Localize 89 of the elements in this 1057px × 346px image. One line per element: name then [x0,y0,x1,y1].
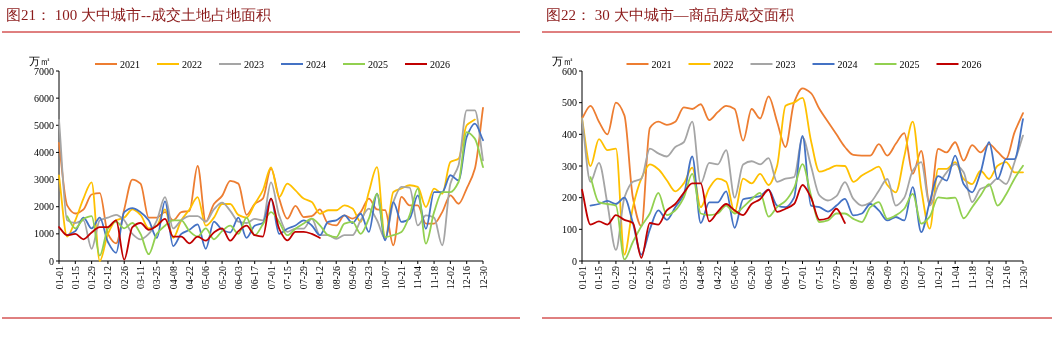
legend-label: 2025 [899,58,920,70]
legend-label: 2026 [961,58,982,70]
x-tick-label: 03-11 [661,266,673,289]
y-tick-label: 600 [562,65,577,77]
legend-label: 2022 [713,58,734,70]
legend-label: 2024 [837,58,858,70]
x-tick-label: 04-22 [183,266,195,290]
x-tick-label: 06-17 [249,266,261,290]
x-tick-label: 10-07 [915,266,927,290]
x-tick-label: 10-21 [932,266,944,290]
x-tick-label: 02-26 [644,266,656,290]
x-tick-label: 12-16 [461,266,473,290]
x-tick-label: 04-08 [167,266,179,290]
x-tick-label: 12-02 [983,266,995,290]
x-tick-label: 06-17 [780,266,792,290]
x-tick-label: 01-15 [593,266,605,290]
line-series [581,182,846,259]
x-tick-label: 05-06 [729,266,741,290]
legend-label: 2023 [775,58,796,70]
x-tick-label: 12-30 [477,266,489,290]
x-tick-label: 04-22 [712,266,724,290]
x-tick-label: 04-08 [695,266,707,290]
legend-label: 2021 [651,58,672,70]
x-tick-label: 07-15 [281,266,293,290]
x-tick-label: 09-09 [881,266,893,290]
y-axis-title: 万㎡ [552,55,574,67]
x-tick-label: 09-23 [898,266,910,290]
x-tick-label: 07-01 [797,266,808,290]
x-tick-label: 08-12 [314,266,326,290]
x-tick-label: 07-01 [265,266,277,290]
x-tick-label: 05-20 [216,266,228,290]
x-tick-label: 08-26 [330,266,342,290]
y-tick-label: 100 [562,223,577,235]
x-tick-label: 01-29 [86,266,98,290]
y-tick-label: 200 [562,192,577,204]
x-tick-label: 05-20 [746,266,758,290]
x-tick-label: 05-06 [200,266,212,290]
line-series [589,163,1024,261]
x-tick-label: 12-16 [1000,266,1012,290]
x-tick-label: 08-12 [847,266,859,290]
x-tick-label: 07-15 [813,266,825,290]
y-tick-label: 500 [562,97,577,109]
chart-title: 图22： 30 大中城市—商品房成交面积 [546,7,794,23]
x-tick-label: 09-09 [347,266,359,290]
x-tick-label: 10-21 [395,266,407,290]
x-tick-label: 10-07 [379,266,391,290]
x-tick-label: 01-29 [610,266,622,290]
y-tick-label: 400 [562,128,577,140]
y-tick-label: 4000 [34,146,54,158]
y-tick-label: 0 [49,255,54,267]
x-tick-label: 08-26 [864,266,876,290]
x-tick-label: 11-18 [966,266,978,289]
y-tick-label: 300 [562,160,577,172]
y-tick-label: 7000 [34,65,54,77]
x-tick-label: 12-02 [444,266,456,290]
legend-label: 2024 [306,58,326,70]
x-tick-label: 02-26 [118,266,130,290]
y-tick-label: 6000 [34,92,54,104]
x-tick-label: 07-29 [298,266,310,290]
x-tick-label: 07-29 [830,266,842,290]
x-tick-label: 09-23 [363,266,375,290]
chart-title: 图21： 100 大中城市--成交土地占地面积 [6,7,271,23]
legend-label: 2025 [368,58,388,70]
x-tick-label: 06-03 [232,266,244,290]
x-tick-label: 01-01 [576,266,588,290]
y-tick-label: 0 [572,255,577,267]
legend-label: 2022 [182,58,202,70]
line-series [58,197,321,261]
y-axis-title: 万㎡ [29,55,51,67]
x-tick-label: 03-11 [135,266,147,289]
y-tick-label: 5000 [34,119,54,131]
y-tick-label: 1000 [34,228,54,240]
x-tick-label: 12-30 [1017,266,1029,290]
x-tick-label: 11-18 [428,266,440,289]
y-tick-label: 2000 [34,201,54,213]
x-tick-label: 11-04 [412,266,424,289]
legend-label: 2021 [120,58,140,70]
x-tick-label: 01-01 [53,266,65,290]
x-tick-label: 11-04 [949,266,961,289]
x-tick-label: 02-12 [627,266,639,290]
y-tick-label: 3000 [34,174,54,186]
legend-label: 2023 [244,58,264,70]
x-tick-label: 06-03 [763,266,775,290]
legend-label: 2026 [430,58,450,70]
x-tick-label: 02-12 [102,266,114,290]
x-tick-label: 01-15 [69,266,81,290]
x-tick-label: 03-25 [151,266,163,290]
x-tick-label: 03-25 [678,266,690,290]
line-series [581,87,1024,228]
